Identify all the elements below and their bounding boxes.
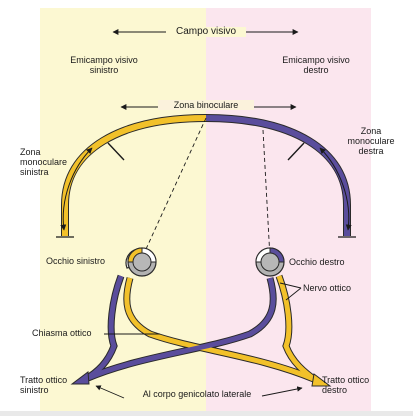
right-tract-label: Tratto ottico destro [322, 375, 370, 395]
right-eye-label: Occhio destro [289, 257, 345, 267]
left-eye-label: Occhio sinistro [46, 256, 106, 266]
left-eye-crossing-fibers [124, 277, 317, 383]
optic-chiasm-label: Chiasma ottico [32, 328, 92, 338]
left-monocular-arrow [60, 147, 93, 231]
left-eye-sightline [140, 117, 207, 261]
left-eye-icon [125, 247, 157, 277]
right-monocular-label: Zona monoculare destra [347, 126, 395, 156]
lgn-label: Al corpo genicolato laterale [142, 389, 252, 399]
optic-nerve-leader-1 [279, 282, 302, 289]
right-eye-icon [255, 247, 285, 277]
left-hemifield-label: Emicampo visivo sinistro [70, 55, 138, 75]
left-tract-arrowhead [70, 371, 90, 385]
right-eye-uncrossed-fibers [276, 275, 320, 385]
lgn-arrow-right [261, 386, 303, 397]
lgn-arrow-left [95, 385, 125, 399]
right-tract-arrowhead [311, 373, 332, 387]
left-monocular-label: Zona monoculare sinistra [20, 147, 68, 177]
left-eye-uncrossed-fibers [82, 275, 124, 383]
binocular-zone-label: Zona binoculare [158, 100, 254, 110]
visual-field-label: Campo visivo [166, 27, 246, 37]
left-binocular-limit-tick [107, 142, 125, 161]
page-footer-strip [0, 411, 413, 416]
right-eye-crossing-fibers [87, 277, 276, 381]
right-hemifield-label: Emicampo visivo destro [282, 55, 350, 75]
optic-nerve-label: Nervo ottico [303, 283, 352, 293]
right-monocular-arrow [319, 147, 352, 231]
right-eye-sightline [262, 129, 271, 259]
left-tract-label: Tratto ottico sinistro [20, 375, 68, 395]
optic-nerve-leader-2 [285, 287, 302, 301]
right-binocular-limit-tick [287, 142, 305, 161]
